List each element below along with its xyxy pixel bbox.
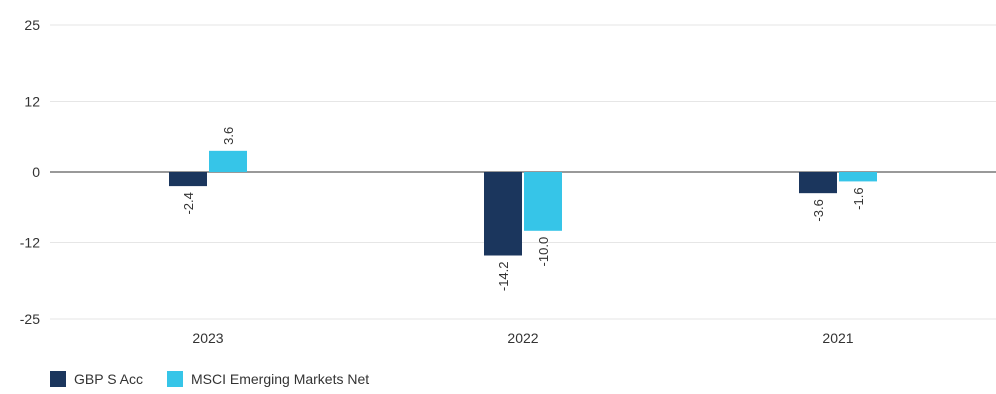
- legend-item-gbp: GBP S Acc: [50, 371, 143, 387]
- legend-label-gbp: GBP S Acc: [74, 371, 143, 387]
- y-tick-label-3: -12: [20, 235, 40, 251]
- data-labels: -2.4 -14.2 -3.6 3.6 -10.0 -1.6: [181, 127, 866, 291]
- y-tick-label-4: -25: [20, 311, 40, 327]
- x-category-label-2021: 2021: [822, 330, 853, 346]
- data-label-msci-2023: 3.6: [221, 127, 236, 145]
- y-tick-label-1: 12: [24, 93, 40, 109]
- y-tick-label-0: 25: [24, 17, 40, 33]
- bar-msci-2022: [524, 172, 562, 231]
- grid-lines: [50, 24, 996, 320]
- x-category-label-2023: 2023: [192, 330, 223, 346]
- bar-msci-2023: [209, 150, 247, 172]
- bar-gbp-2023: [169, 172, 207, 187]
- x-category-label-2022: 2022: [507, 330, 538, 346]
- legend: GBP S Acc MSCI Emerging Markets Net: [50, 371, 393, 387]
- legend-label-msci: MSCI Emerging Markets Net: [191, 371, 370, 387]
- bar-gbp-2021: [799, 172, 837, 194]
- data-label-gbp-2021: -3.6: [811, 199, 826, 221]
- bars: [169, 150, 877, 256]
- bar-gbp-2022: [484, 172, 522, 256]
- x-axis-categories: 2023 2022 2021: [192, 330, 853, 346]
- legend-swatch-msci: [167, 371, 183, 387]
- bar-msci-2021: [839, 172, 877, 182]
- data-label-gbp-2023: -2.4: [181, 192, 196, 214]
- data-label-gbp-2022: -14.2: [496, 261, 511, 291]
- y-axis-ticks: 25 12 0 -12 -25: [20, 17, 40, 327]
- data-label-msci-2022: -10.0: [536, 237, 551, 267]
- y-tick-label-2: 0: [32, 164, 40, 180]
- legend-item-msci: MSCI Emerging Markets Net: [167, 371, 369, 387]
- legend-swatch-gbp: [50, 371, 66, 387]
- data-label-msci-2021: -1.6: [851, 187, 866, 209]
